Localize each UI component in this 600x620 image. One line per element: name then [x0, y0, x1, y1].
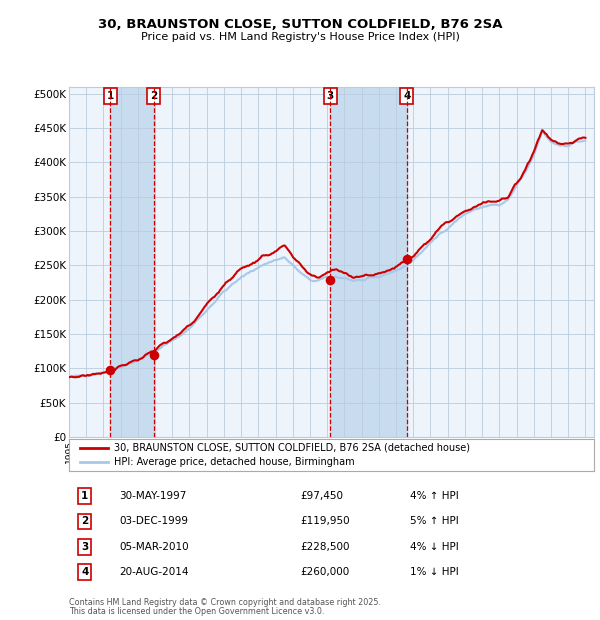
Text: 4: 4: [403, 91, 410, 100]
Text: 30, BRAUNSTON CLOSE, SUTTON COLDFIELD, B76 2SA: 30, BRAUNSTON CLOSE, SUTTON COLDFIELD, B…: [98, 19, 502, 31]
Text: 4: 4: [81, 567, 88, 577]
Text: 1: 1: [107, 91, 114, 100]
Text: £97,450: £97,450: [300, 491, 343, 501]
Text: 3: 3: [81, 542, 88, 552]
Point: [402, 254, 412, 264]
Text: £260,000: £260,000: [300, 567, 349, 577]
Point: [106, 365, 115, 375]
Text: 1% ↓ HPI: 1% ↓ HPI: [410, 567, 459, 577]
Text: 2: 2: [81, 516, 88, 526]
Text: 4% ↓ HPI: 4% ↓ HPI: [410, 542, 459, 552]
Bar: [110, 87, 154, 437]
Text: £119,950: £119,950: [300, 516, 350, 526]
Text: 30, BRAUNSTON CLOSE, SUTTON COLDFIELD, B76 2SA (detached house): 30, BRAUNSTON CLOSE, SUTTON COLDFIELD, B…: [113, 443, 470, 453]
Text: 1: 1: [81, 491, 88, 501]
Text: 3: 3: [326, 91, 334, 100]
Text: 2: 2: [150, 91, 157, 100]
Text: This data is licensed under the Open Government Licence v3.0.: This data is licensed under the Open Gov…: [69, 608, 325, 616]
Text: 4% ↑ HPI: 4% ↑ HPI: [410, 491, 459, 501]
Text: £228,500: £228,500: [300, 542, 349, 552]
Point: [325, 275, 335, 285]
Text: Price paid vs. HM Land Registry's House Price Index (HPI): Price paid vs. HM Land Registry's House …: [140, 32, 460, 42]
Point: [149, 350, 158, 360]
Text: 5% ↑ HPI: 5% ↑ HPI: [410, 516, 459, 526]
Text: 03-DEC-1999: 03-DEC-1999: [119, 516, 188, 526]
Text: Contains HM Land Registry data © Crown copyright and database right 2025.: Contains HM Land Registry data © Crown c…: [69, 598, 381, 607]
Bar: [330, 87, 407, 437]
Text: 30-MAY-1997: 30-MAY-1997: [119, 491, 186, 501]
Text: 20-AUG-2014: 20-AUG-2014: [119, 567, 188, 577]
Text: 05-MAR-2010: 05-MAR-2010: [119, 542, 188, 552]
Text: HPI: Average price, detached house, Birmingham: HPI: Average price, detached house, Birm…: [113, 458, 354, 467]
